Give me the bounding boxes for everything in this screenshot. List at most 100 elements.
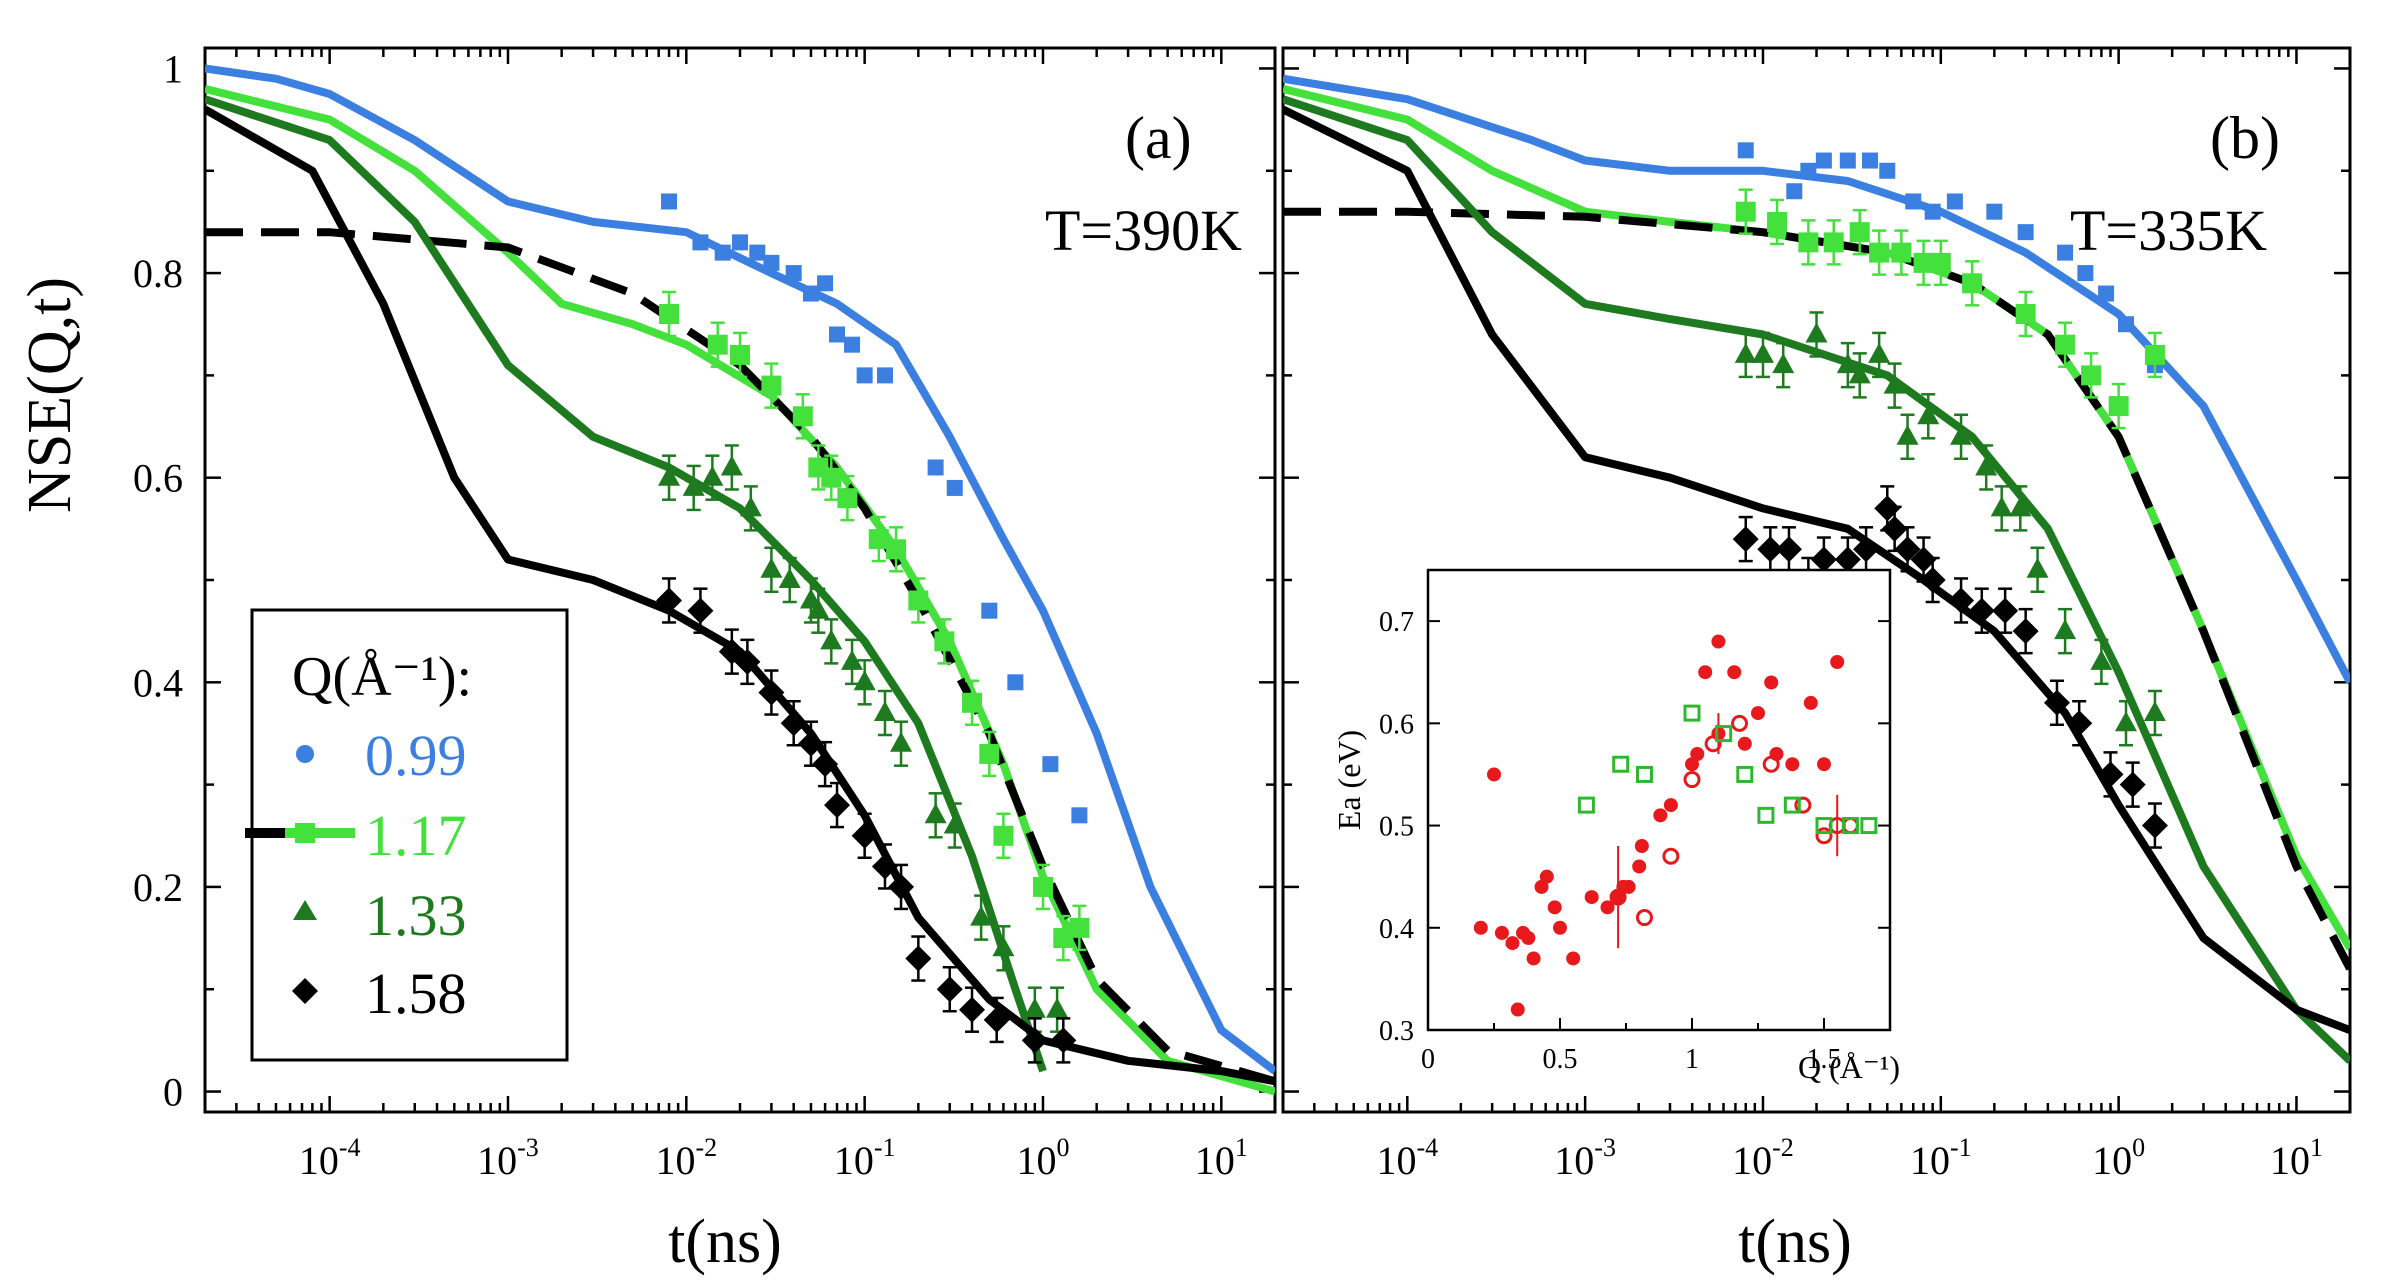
inset-x-tick-label: 1 <box>1685 1044 1699 1075</box>
data-point-1-33 <box>1772 353 1795 374</box>
inset-point-open-squares <box>1783 796 1801 814</box>
data-point-1-33 <box>992 936 1015 957</box>
legend-marker-1.17 <box>245 823 355 843</box>
inset-point-open-squares <box>1612 755 1630 773</box>
inset-point-filled-circles <box>1764 675 1779 690</box>
data-point-0-99 <box>1839 152 1856 169</box>
data-point-1-58 <box>936 976 963 1003</box>
data-point-1-33 <box>682 475 705 496</box>
data-point-1-58 <box>2012 618 2039 645</box>
data-point-1-17 <box>1798 232 1819 253</box>
data-point-0-99 <box>802 285 819 302</box>
data-point-1-33 <box>1917 404 1940 425</box>
legend-label-1.58: 1.58 <box>365 961 467 1026</box>
inset-point-open-squares <box>1815 817 1833 835</box>
data-point-1-33 <box>1734 342 1757 363</box>
y-tick-label: 0.6 <box>133 456 183 501</box>
data-point-0-99 <box>732 234 748 251</box>
data-point-1-33 <box>943 813 966 834</box>
inset-point-open-circles <box>1609 888 1627 906</box>
data-point-1-58 <box>1910 546 1937 573</box>
data-point-1-33 <box>970 905 993 926</box>
data-point-1-17 <box>792 406 813 427</box>
legend-marker-1.58 <box>292 978 318 1004</box>
data-point-1-17 <box>1053 928 1074 949</box>
inset-point-open-circles <box>1635 909 1653 927</box>
data-point-1-33 <box>820 629 843 650</box>
data-point-1-58 <box>1881 515 1908 542</box>
data-point-1-33 <box>2114 711 2137 732</box>
data-point-1-58 <box>871 853 898 880</box>
y-axis-label: NSE(Q,t) <box>16 277 84 513</box>
inset-point-open-squares <box>1635 765 1653 783</box>
series-line-0-99 <box>1283 74 2350 685</box>
inset-y-tick-label: 0.4 <box>1379 914 1414 945</box>
data-point-0-99 <box>1071 807 1088 824</box>
data-point-0-99 <box>817 275 834 292</box>
data-point-1-17 <box>868 529 889 550</box>
data-point-1-58 <box>1834 546 1861 573</box>
panel-a: 10-4 10-3 10-2 10-1 100 101 0 0.2 0.4 0.6 0.8 1 <box>133 46 1277 1183</box>
data-point-1-17 <box>2081 365 2102 386</box>
inset-point-open-circles <box>1731 714 1749 732</box>
data-point-1-33 <box>1990 496 2013 517</box>
data-point-1-58 <box>2043 689 2070 716</box>
inset-frame <box>1426 568 1892 1032</box>
data-point-1-58 <box>1968 597 1995 624</box>
inset-point-filled-circles <box>1698 665 1713 680</box>
data-point-1-33 <box>1975 455 1998 476</box>
data-point-1-58 <box>797 730 824 757</box>
y-tick-label: 1 <box>163 46 183 91</box>
x-axis-label-b: t(ns) <box>1738 1208 1852 1276</box>
x-tick-label: 10-3 <box>477 1133 539 1183</box>
inset-point-filled-circles <box>1737 736 1752 751</box>
data-point-0-99 <box>1862 152 1879 169</box>
y-tick-label: 0.4 <box>133 660 183 705</box>
x-tick-label: 10-1 <box>1910 1133 1972 1183</box>
data-point-1-33 <box>701 465 724 486</box>
data-point-1-17 <box>908 590 929 611</box>
inset-point-open-squares <box>1683 704 1701 722</box>
y-tick-label: 0 <box>163 1070 183 1115</box>
data-point-1-33 <box>1751 342 1774 363</box>
data-point-1-17 <box>1032 876 1053 897</box>
data-point-1-58 <box>2097 761 2124 788</box>
data-point-0-99 <box>692 234 709 251</box>
inset-point-filled-circles <box>1487 767 1501 782</box>
data-point-0-99 <box>1786 183 1803 200</box>
x-tick-label: 10-3 <box>1554 1133 1616 1183</box>
inset-y-label: Ea (eV) <box>1331 730 1367 830</box>
data-point-1-58 <box>1050 1027 1077 1054</box>
data-point-1-17 <box>2015 304 2036 324</box>
inset-point-filled-circles <box>1830 655 1845 669</box>
data-point-1-33 <box>720 455 743 476</box>
inset-point-open-circles <box>1762 755 1780 773</box>
inset-point-filled-circles <box>1690 747 1705 761</box>
data-point-0-99 <box>2017 224 2034 241</box>
inset-point-filled-circles <box>1584 890 1599 905</box>
inset-point-open-circles <box>1683 771 1701 789</box>
data-point-1-58 <box>2141 812 2168 839</box>
data-point-0-99 <box>844 336 861 353</box>
data-point-1-58 <box>1992 597 2019 624</box>
inset-point-filled-circles <box>1510 1002 1525 1017</box>
data-point-1-58 <box>2066 710 2093 737</box>
data-point-1-17 <box>707 334 728 355</box>
data-point-1-33 <box>924 803 947 824</box>
data-point-1-17 <box>979 743 1000 764</box>
data-point-0-99 <box>1800 162 1817 179</box>
inset-point-filled-circles <box>1505 936 1520 951</box>
data-point-1-17 <box>761 375 782 396</box>
data-point-1-33 <box>853 670 876 691</box>
data-point-0-99 <box>981 602 998 619</box>
data-point-0-99 <box>2098 285 2115 302</box>
data-point-1-33 <box>1046 997 1069 1018</box>
data-point-1-58 <box>1757 536 1784 563</box>
plot-area <box>205 64 1275 1096</box>
data-point-0-99 <box>2077 265 2094 282</box>
data-point-1-33 <box>1805 322 1828 343</box>
data-point-1-33 <box>890 731 913 752</box>
data-point-1-17 <box>1930 252 1951 273</box>
data-point-1-58 <box>1948 587 1975 614</box>
